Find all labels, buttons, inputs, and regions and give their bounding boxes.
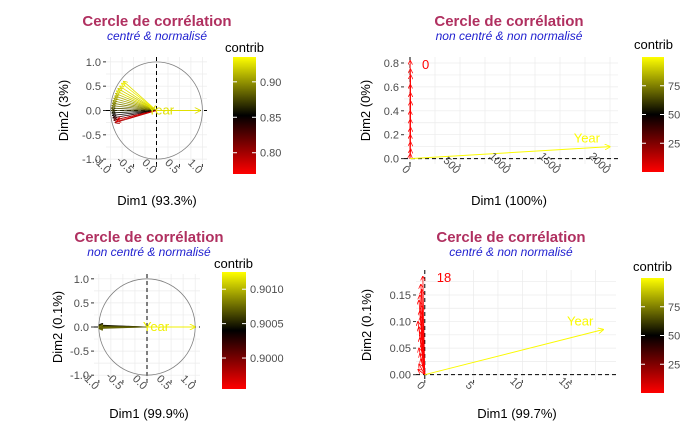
legend-colorbar	[233, 57, 256, 174]
legend-title: contrib	[633, 259, 672, 274]
chart-subtitle: centré & normalisé	[107, 29, 207, 43]
year-arrow-label: Year	[567, 314, 594, 329]
y-tick-label: 0.5	[74, 298, 89, 310]
legend-tick-label: 0.90	[260, 77, 281, 89]
x-axis-label: Dim1 (93.3%)	[117, 193, 196, 208]
year-arrow-label: Year	[143, 319, 170, 334]
y-tick-label: 0.10	[390, 317, 411, 329]
legend-tick-label: 25	[668, 138, 680, 150]
year-arrow-label: Year	[574, 131, 601, 146]
legend-title: contrib	[214, 256, 253, 271]
y-axis-label: Dim2 (3%)	[56, 80, 71, 141]
legend-tick-label: 50	[668, 110, 680, 122]
chart-title: Cercle de corrélation	[436, 229, 585, 246]
y-tick-label: -0.5	[70, 346, 89, 358]
x-axis-label: Dim1 (99.9%)	[109, 406, 188, 421]
legend-tick-label: 25	[668, 359, 680, 371]
legend-tick-label: 50	[668, 331, 680, 343]
y-tick-label: 0.6	[384, 82, 399, 94]
x-axis-label: Dim1 (99.7%)	[477, 406, 556, 421]
y-axis-label: Dim2 (0.1%)	[359, 289, 374, 361]
chart-title: Cercle de corrélation	[434, 13, 583, 30]
x-tick-label: 0	[414, 380, 427, 393]
chart-subtitle: non centré & normalisé	[87, 245, 211, 259]
y-tick-label: 0.15	[390, 290, 411, 302]
x-tick-label: 0	[399, 164, 412, 177]
legend-tick-label: 0.80	[260, 148, 281, 160]
y-tick-label: -1.0	[70, 370, 89, 382]
legend-tick-label: 0.9005	[250, 319, 284, 331]
legend-tick-label: 0.9010	[250, 284, 284, 296]
y-tick-label: 0.0	[74, 322, 89, 334]
chart-title: Cercle de corrélation	[74, 229, 223, 246]
legend-tick-label: 75	[668, 302, 680, 314]
y-tick-label: 0.05	[390, 343, 411, 355]
y-tick-label: -0.5	[82, 130, 101, 142]
legend-title: contrib	[225, 40, 264, 55]
legend-title: contrib	[634, 37, 673, 52]
y-axis-label: Dim2 (0%)	[358, 80, 373, 141]
y-tick-label: -1.0	[82, 154, 101, 166]
y-tick-label: 0.8	[384, 58, 399, 70]
y-tick-label: 0.0	[384, 154, 399, 166]
year-arrow-label: Year	[148, 103, 175, 118]
y-tick-label: 0.5	[86, 81, 101, 93]
legend-tick-label: 75	[668, 81, 680, 93]
corner-annotation: 0	[422, 57, 429, 72]
y-tick-label: 0.2	[384, 130, 399, 142]
y-axis-label: Dim2 (0.1%)	[50, 291, 65, 363]
corner-annotation: 18	[437, 270, 451, 285]
y-tick-label: 1.0	[74, 274, 89, 286]
y-tick-label: 1.0	[86, 57, 101, 69]
y-tick-label: 0.4	[384, 106, 399, 118]
chart-subtitle: non centré & non normalisé	[436, 29, 583, 43]
y-tick-label: 0.0	[86, 106, 101, 118]
x-axis-label: Dim1 (100%)	[471, 193, 547, 208]
legend-tick-label: 0.9000	[250, 353, 284, 365]
y-tick-label: 0.00	[390, 370, 411, 382]
x-tick-label: 5	[463, 380, 476, 393]
chart-subtitle: centré & non normalisé	[449, 245, 573, 259]
legend-tick-label: 0.85	[260, 112, 281, 124]
chart-title: Cercle de corrélation	[82, 13, 231, 30]
